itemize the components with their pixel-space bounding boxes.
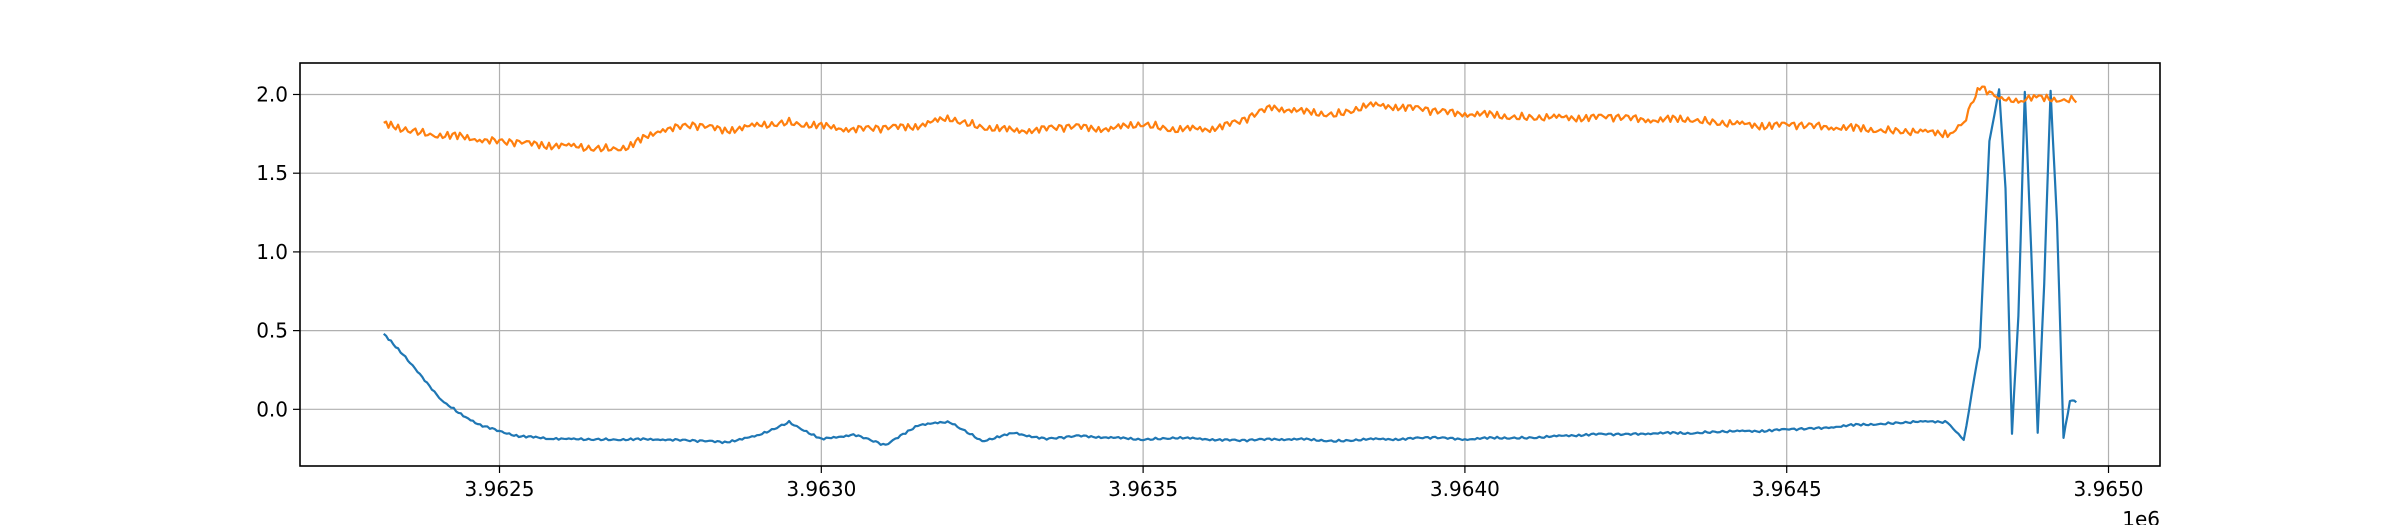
x-tick-label: 3.9650: [2074, 477, 2144, 501]
grid: [300, 63, 2160, 466]
x-tick-label: 3.9635: [1108, 477, 1178, 501]
y-tick-label: 0.0: [256, 397, 288, 421]
y-tick-label: 1.0: [256, 240, 288, 264]
y-tick-label: 2.0: [256, 82, 288, 106]
x-offset-label: 1e6: [2122, 507, 2160, 525]
x-tick-label: 3.9630: [786, 477, 856, 501]
x-tick-label: 3.9645: [1752, 477, 1822, 501]
series-line-2: [383, 85, 2078, 153]
series-layer: [382, 85, 2078, 446]
x-tick-label: 3.9640: [1430, 477, 1500, 501]
axes-frame: [299, 62, 2161, 467]
y-tick-label: 0.5: [256, 319, 288, 343]
series-line-1: [382, 88, 2077, 446]
x-tick-label: 3.9625: [465, 477, 535, 501]
ticks: 3.9625 3.9630 3.9635 3.9640 3.9645 3.9650 0.0 0…: [256, 82, 2143, 501]
y-tick-label: 1.5: [256, 161, 288, 185]
